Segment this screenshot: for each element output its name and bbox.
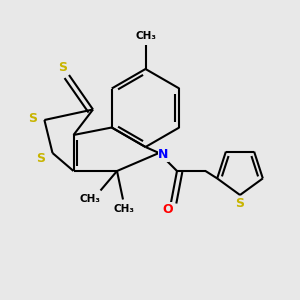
- Text: O: O: [162, 202, 173, 216]
- Text: CH₃: CH₃: [114, 203, 135, 214]
- Text: S: S: [58, 61, 68, 74]
- Text: S: S: [28, 112, 37, 125]
- Text: N: N: [158, 148, 169, 161]
- Text: CH₃: CH₃: [135, 31, 156, 41]
- Text: S: S: [236, 197, 244, 210]
- Text: S: S: [37, 152, 46, 166]
- Text: CH₃: CH₃: [80, 194, 100, 205]
